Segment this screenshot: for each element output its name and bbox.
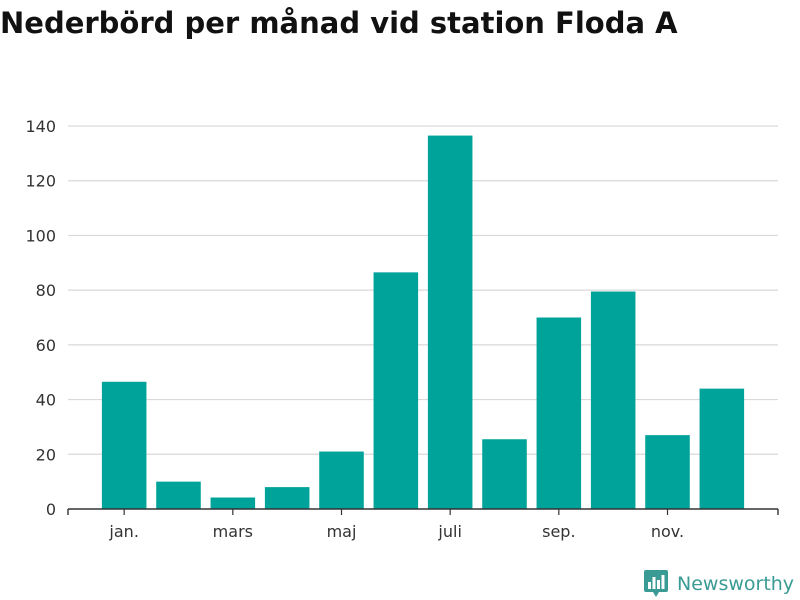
x-tick-labels: jan. mars maj juli sep. nov. [108, 522, 684, 541]
bar-9 [536, 317, 582, 509]
x-tick-label-3: mars [213, 522, 253, 541]
bar-1 [101, 381, 147, 509]
newsworthy-bar-chart-icon [644, 570, 668, 597]
bar-4 [264, 487, 310, 509]
y-tick-label-80: 80 [36, 281, 56, 300]
y-tick-label-20: 20 [36, 445, 56, 464]
y-tick-label-40: 40 [36, 391, 56, 410]
x-tick-label-7: juli [437, 522, 461, 541]
bar-10 [590, 291, 636, 509]
bars [101, 135, 745, 509]
x-tick-label-1: jan. [108, 522, 138, 541]
bar-12 [699, 388, 745, 509]
chart-title: Nederbörd per månad vid station Floda A [0, 6, 678, 40]
x-axis [67, 508, 779, 515]
y-tick-label-100: 100 [25, 226, 56, 245]
bar-7 [427, 135, 473, 509]
y-tick-label-0: 0 [46, 500, 56, 519]
y-tick-label-140: 140 [25, 117, 56, 136]
y-gridlines [68, 125, 778, 455]
logo-text: Newsworthy [677, 573, 795, 595]
x-tick-label-5: maj [327, 522, 357, 541]
x-tick-label-9: sep. [542, 522, 575, 541]
bar-5 [319, 451, 364, 509]
bar-3 [210, 497, 256, 509]
y-tick-label-60: 60 [36, 336, 56, 355]
bar-6 [373, 272, 419, 509]
bar-2 [156, 481, 201, 509]
bar-11 [645, 435, 690, 509]
y-tick-labels: 0 20 40 60 80 100 120 140 [25, 117, 56, 519]
y-tick-label-120: 120 [25, 172, 56, 191]
newsworthy-logo: Newsworthy [644, 570, 794, 598]
x-tick-label-11: nov. [651, 522, 684, 541]
bar-8 [482, 439, 527, 509]
